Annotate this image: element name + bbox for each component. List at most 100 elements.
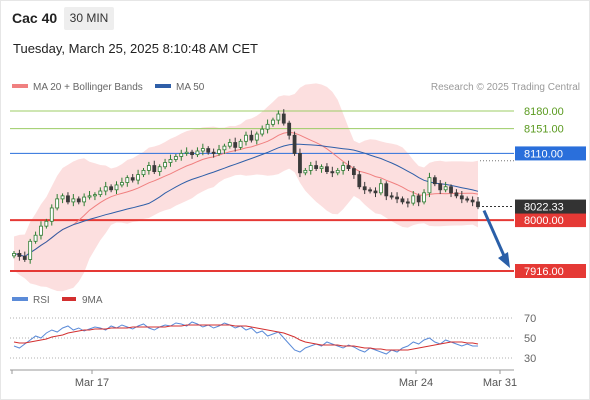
candle-body — [238, 140, 243, 148]
candle — [55, 194, 60, 211]
x-tick-label: Mar 17 — [75, 377, 109, 389]
candle — [449, 184, 453, 198]
candle-body — [66, 195, 70, 203]
candle — [438, 180, 443, 195]
chart-datetime: Tuesday, March 25, 2025 8:10:48 AM CET — [13, 41, 258, 56]
level-badge-8000 — [515, 213, 586, 228]
bollinger-band-area — [14, 83, 478, 292]
candle-body — [357, 174, 362, 188]
candle-body — [416, 195, 421, 203]
instrument-title: Cac 40 — [12, 10, 58, 26]
timeframe-badge[interactable]: 30 MIN — [64, 7, 114, 30]
rsi-legend-swatch — [12, 297, 28, 301]
candle-body — [443, 186, 448, 191]
candle-body — [71, 198, 76, 203]
candle-body — [39, 225, 43, 236]
candle — [217, 144, 221, 156]
candle-body — [454, 192, 459, 197]
candle-body — [346, 165, 351, 169]
candle-body — [308, 165, 313, 171]
x-axis: Mar 17 Mar 24 Mar 31 — [10, 369, 517, 389]
candle — [341, 161, 346, 175]
candle — [308, 161, 313, 175]
candle-body — [157, 166, 162, 173]
candle-body — [330, 171, 335, 174]
candle — [249, 130, 254, 143]
candle — [281, 109, 286, 126]
candle-body — [33, 234, 38, 242]
ma20-legend-swatch — [12, 84, 28, 88]
candle-body — [211, 151, 216, 154]
candle-body — [93, 194, 97, 197]
candle — [373, 187, 378, 198]
candle-body — [465, 198, 470, 201]
candle — [49, 204, 54, 226]
candle — [465, 196, 470, 203]
level-badge-8110 — [515, 146, 586, 161]
candle — [384, 181, 389, 201]
candle-body — [28, 240, 33, 260]
candle-body — [55, 198, 60, 209]
candle-body — [319, 166, 324, 169]
candle — [184, 147, 189, 156]
candle-body — [82, 196, 87, 203]
candle — [206, 146, 211, 155]
candle — [432, 175, 437, 187]
candle-body — [120, 182, 124, 186]
candle-body — [368, 189, 372, 192]
candle — [416, 193, 421, 207]
candle — [265, 119, 270, 134]
candle-body — [400, 198, 405, 203]
candle — [319, 164, 324, 173]
candle-body — [190, 151, 194, 156]
candle-body — [287, 122, 292, 136]
candle — [114, 181, 119, 195]
candle — [22, 251, 27, 262]
last-price-label: 8022.33 — [524, 202, 564, 214]
candle-body — [12, 253, 16, 257]
rsi-ma-legend-label: 9MA — [82, 295, 103, 306]
rsi-legend-label: RSI — [33, 295, 50, 306]
candle — [459, 191, 464, 204]
candle-body — [184, 151, 189, 154]
candle — [330, 166, 335, 178]
candle-body — [265, 123, 270, 130]
candle — [346, 160, 351, 171]
price-overlay: 8022.33 — [480, 160, 586, 268]
candle-body — [22, 256, 27, 260]
candle — [71, 194, 76, 207]
candle — [163, 158, 167, 170]
candle — [325, 163, 329, 175]
candle — [103, 181, 108, 196]
candle — [17, 249, 22, 261]
ma50-line — [13, 143, 479, 258]
candle-body — [341, 165, 346, 171]
candle — [314, 160, 319, 171]
candle — [44, 218, 49, 229]
candle-body — [422, 192, 426, 203]
rsi-ma-line — [13, 324, 479, 351]
candle — [422, 189, 426, 205]
candle — [39, 221, 43, 240]
candle — [298, 148, 302, 178]
candle — [136, 169, 140, 185]
candle-body — [389, 195, 394, 198]
candle — [12, 251, 16, 259]
candle — [395, 192, 399, 204]
candle — [335, 167, 340, 176]
candle — [400, 196, 405, 205]
candle-body — [49, 207, 54, 222]
level-label-8000: 8000.00 — [524, 215, 564, 227]
candle-body — [298, 153, 302, 174]
candle — [168, 154, 173, 167]
candle — [222, 143, 227, 155]
level-label-8151: 8151.00 — [524, 124, 564, 136]
candle-body — [98, 190, 103, 196]
candle-body — [60, 195, 65, 200]
candle — [173, 154, 178, 162]
candle-body — [146, 165, 151, 171]
candle-body — [130, 177, 135, 181]
candle — [362, 181, 367, 195]
candle-body — [405, 201, 410, 204]
candle — [141, 167, 146, 178]
